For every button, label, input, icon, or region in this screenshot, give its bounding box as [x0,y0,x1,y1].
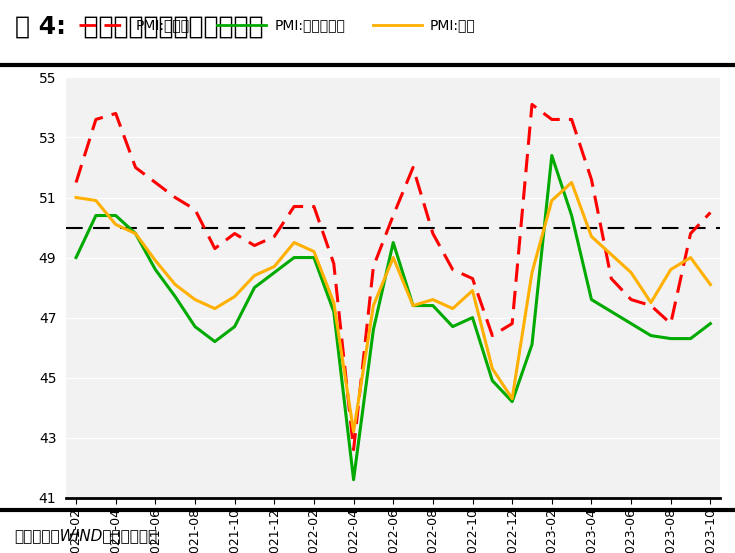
Legend: PMI:新订单, PMI:新出口订单, PMI:进口: PMI:新订单, PMI:新出口订单, PMI:进口 [73,13,481,38]
Text: 图 4:  制造业内外需指标变化情况: 图 4: 制造业内外需指标变化情况 [15,14,263,39]
Text: 资料来源：WIND，财信研究院: 资料来源：WIND，财信研究院 [15,528,158,543]
